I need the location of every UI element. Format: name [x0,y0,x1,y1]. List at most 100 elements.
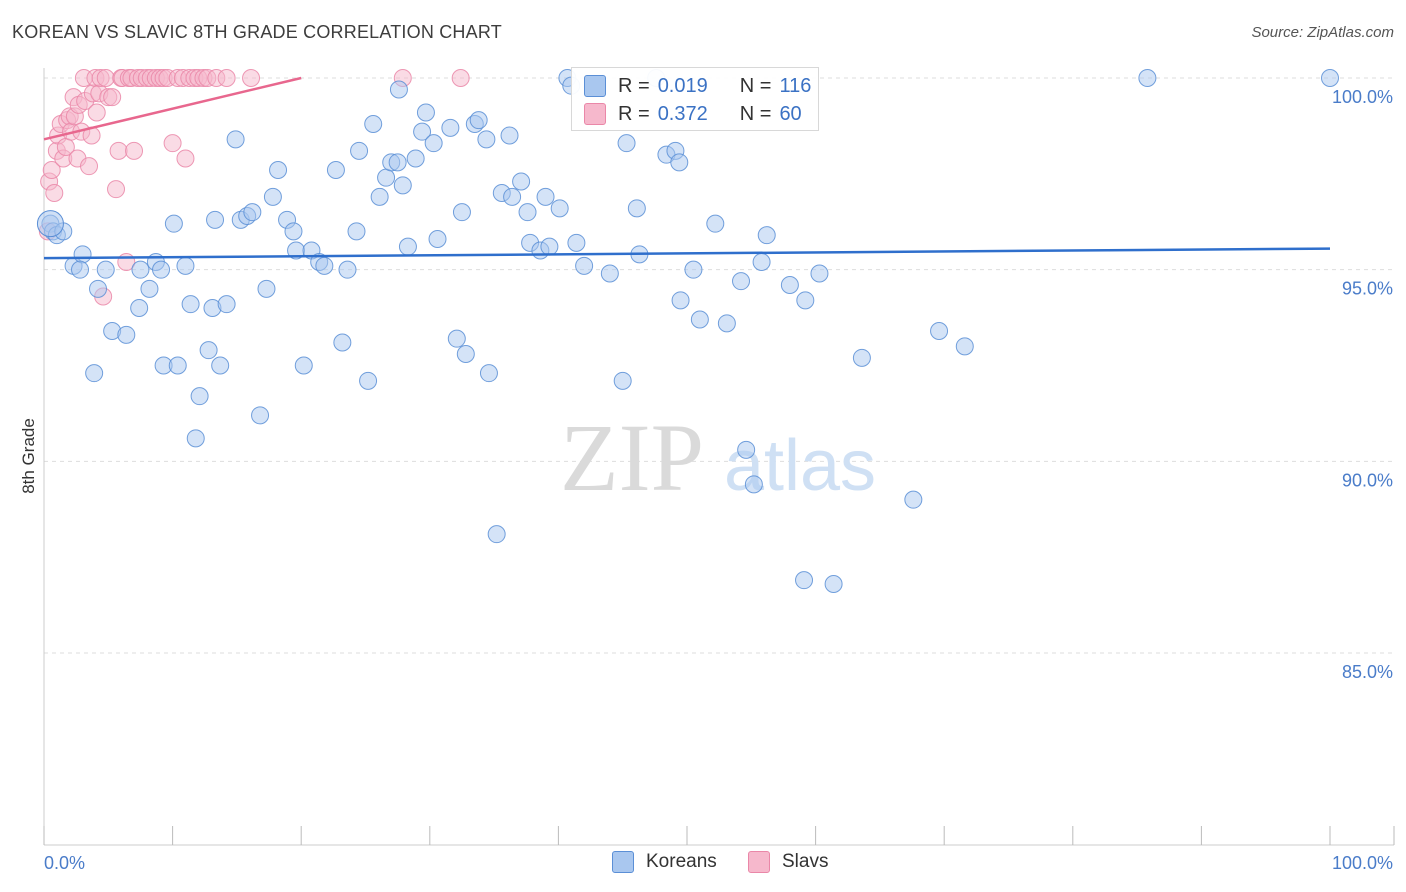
korean-point-103 [796,291,815,310]
slav-point-19 [80,157,99,176]
korean-point-20 [176,256,195,275]
korean-point-110 [1138,69,1157,87]
korean-points [36,69,1339,593]
watermark: ZIP atlas [560,404,876,511]
korean-point-23 [190,387,209,406]
korean-point-79 [550,199,569,218]
korean-point-94 [706,214,725,233]
slav-point-56 [217,69,236,87]
korean-point-13 [130,299,149,317]
korean-point-21 [181,295,200,314]
korean-point-56 [406,149,425,168]
korean-point-5 [73,245,92,264]
korean-point-73 [512,172,531,191]
korean-point-45 [338,260,357,279]
x-tick-label-1: 100.0% [1332,853,1393,873]
korean-point-77 [536,187,555,206]
slav-point-59 [451,69,470,87]
korean-point-108 [930,322,949,340]
korean-point-61 [441,118,460,137]
y-tick-label-1: 95.0% [1342,279,1393,299]
korean-point-72 [503,187,522,206]
korean-point-31 [243,203,262,222]
slav-point-57 [242,69,261,87]
korean-point-114 [389,80,408,99]
korean-point-63 [452,203,471,222]
source-credit: Source: ZipAtlas.com [1251,24,1394,41]
korean-point-83 [613,371,632,390]
korean-point-67 [477,130,496,149]
korean-point-11 [117,325,136,344]
watermark-zip: ZIP [560,404,704,511]
y-tick-label-3: 85.0% [1342,662,1393,682]
stats-row-slavs: R = 0.372 N = 60 [584,101,802,127]
korean-point-26 [211,356,230,375]
korean-point-101 [780,276,799,294]
korean-point-93 [690,310,709,329]
korean-point-43 [326,161,345,179]
n-label: N = [739,74,772,97]
korean-point-104 [810,264,829,283]
korean-point-33 [257,279,276,298]
korean-point-16 [152,260,171,279]
korean-point-107 [904,490,923,509]
chart-title: KOREAN VS SLAVIC 8TH GRADE CORRELATION C… [12,22,502,42]
korean-point-80 [567,233,586,252]
axes [43,68,1395,846]
watermark-atlas: atlas [724,426,876,506]
r-value: 0.372 [657,102,708,125]
korean-point-35 [269,161,288,179]
y-axis-label: 8th Grade [19,418,38,494]
tick-labels: 100.0% 95.0% 90.0% 85.0% 0.0% 100.0% [44,87,1393,873]
korean-point-54 [393,176,412,195]
korean-point-51 [377,168,396,187]
legend-item-koreans[interactable]: Koreans [612,851,717,873]
slav-swatch [584,103,606,125]
korean-point-69 [487,525,506,544]
n-label: N = [739,102,772,125]
korean-point-60 [428,230,447,248]
korean-point-28 [226,130,245,149]
korean-point-48 [359,371,378,390]
korean-point-62 [447,329,466,348]
korean-point-84 [617,134,636,153]
korean-point-90 [670,153,689,172]
korean-point-82 [600,264,619,283]
korean-point-19 [164,214,183,233]
korean-point-42 [315,256,334,275]
y-tick-label-2: 90.0% [1342,470,1393,490]
korean-point-58 [416,103,435,122]
legend-item-slavs[interactable]: Slavs [748,851,828,873]
korean-point-53 [388,153,407,172]
trend-lines [43,76,1331,260]
korean-point-78 [540,237,559,256]
r-label: R = [618,74,650,97]
korean-point-92 [684,260,703,279]
korean-point-105 [824,575,843,593]
korean-point-34 [263,187,282,206]
korean-point-97 [737,440,756,459]
korean-point-100 [757,226,776,245]
y-tick-label-0: 100.0% [1332,87,1393,107]
slav-point-2 [42,161,61,179]
korean-point-24 [199,341,218,360]
korean-point-59 [424,134,443,153]
korean-point-99 [752,253,771,271]
korean-point-109 [955,337,974,356]
n-value: 116 [779,74,812,97]
gridlines [44,77,1394,654]
korean-point-55 [398,237,417,256]
korean-swatch [584,75,606,97]
korean-point-96 [732,272,751,291]
slav-point-29 [103,88,122,107]
slav-trend-line [43,76,302,141]
slav-point-27 [96,69,115,87]
r-label: R = [618,102,650,125]
korean-point-98 [744,475,763,494]
korean-point-18 [168,356,187,375]
korean-point-10 [85,364,104,383]
korean-point-64 [456,345,475,363]
korean-point-6 [71,260,90,279]
korean-trend-line [43,247,1331,260]
